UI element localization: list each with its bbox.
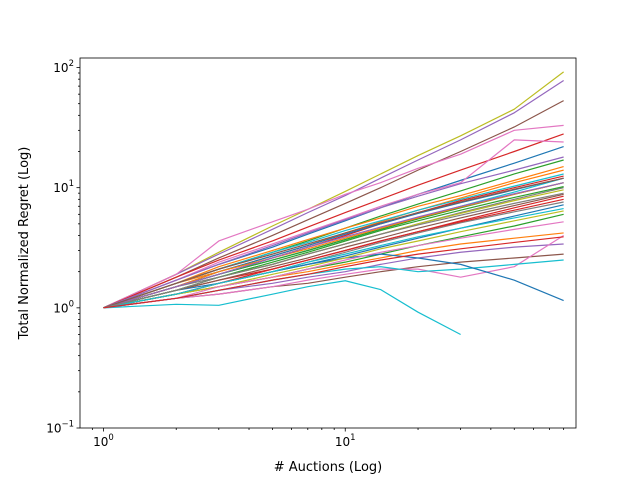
series-line-2 (103, 79, 564, 309)
plot-frame (79, 57, 577, 429)
series-line-28 (103, 193, 564, 309)
series-line-33 (103, 182, 564, 309)
series-layer (103, 71, 564, 336)
y-tick-label: 102 (53, 59, 74, 75)
x-tick-label: 100 (93, 433, 114, 449)
y-tick-label: 100 (53, 299, 74, 315)
x-tick-label: 101 (335, 433, 356, 449)
series-line-3 (103, 100, 564, 309)
y-tick-label: 10−1 (46, 420, 74, 436)
series-line-26 (103, 156, 564, 309)
series-line-35 (103, 221, 564, 309)
series-line-34 (103, 210, 564, 309)
series-line-36 (103, 182, 564, 309)
tick-layer: 100 101 10−1 100 101 102 (46, 59, 565, 449)
y-axis-label: Total Normalized Regret (Log) (17, 147, 32, 341)
series-line-39 (103, 192, 564, 309)
series-line-4 (103, 124, 564, 309)
series-line-24 (103, 165, 564, 309)
series-line-40 (103, 236, 564, 309)
series-line-17 (103, 234, 564, 309)
series-line-20 (103, 280, 461, 336)
y-tick-label: 101 (53, 179, 74, 195)
x-axis-label: # Auctions (Log) (274, 460, 382, 475)
series-line-37 (103, 177, 564, 309)
series-line-25 (103, 139, 564, 309)
series-line-38 (103, 207, 564, 309)
series-line-5 (103, 133, 564, 309)
series-line-1 (103, 71, 564, 309)
